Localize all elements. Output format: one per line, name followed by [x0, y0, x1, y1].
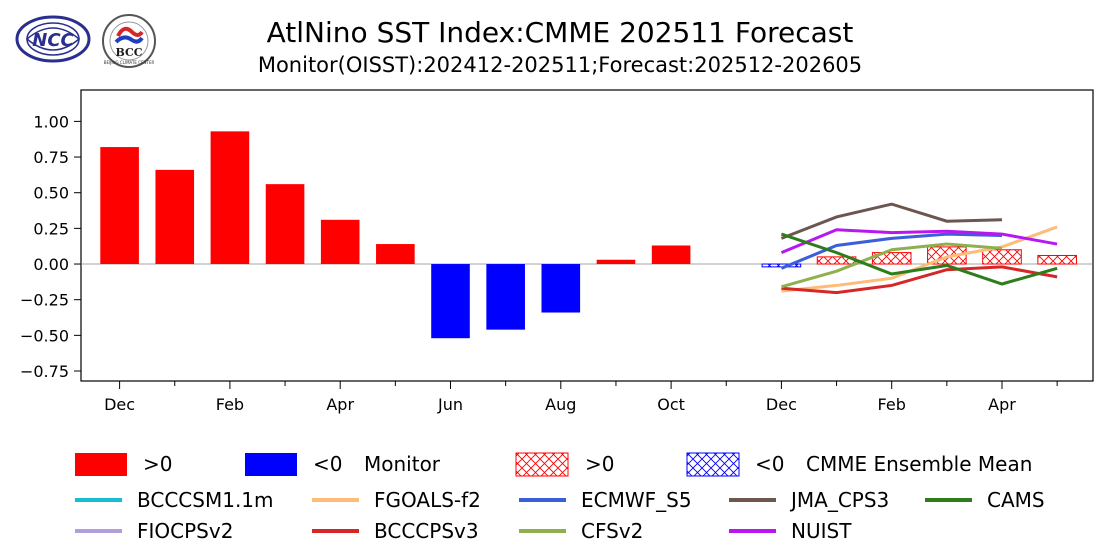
legend-label: ECMWF_S5 — [581, 488, 692, 512]
series-line-cfsv2 — [780, 242, 1003, 289]
bcc-logo-text: BCC — [115, 46, 142, 59]
ncc-logo-globe — [25, 27, 81, 51]
monitor-bar — [265, 184, 305, 265]
y-tick-label: 0.50 — [33, 184, 69, 203]
legend-label: >0 — [143, 452, 172, 476]
monitor-bar — [651, 245, 691, 265]
series-line-ecmwf_s5 — [780, 232, 1003, 270]
legend-swatch-monitor-pos — [75, 453, 127, 476]
series-line-fgoals-f2 — [781, 225, 1058, 293]
legend-label: CAMS — [987, 488, 1045, 512]
monitor-bar — [376, 244, 415, 265]
chart-subtitle: Monitor(OISST):202412-202511;Forecast:20… — [257, 53, 863, 77]
bcc-logo-blue-swirl — [114, 35, 144, 44]
monitor-bar — [541, 264, 581, 313]
chart-title: AtlNino SST Index:CMME 202511 Forecast — [266, 16, 854, 49]
monitor-bar — [210, 131, 250, 265]
bcc-logo-subtext: BEIJING CLIMATE CENTER — [104, 60, 155, 65]
legend-label: FIOCPSv2 — [137, 519, 233, 543]
lines-layer — [780, 202, 1058, 295]
bcc-logo-ring — [102, 14, 156, 68]
axis-layer: −0.75 −0.50 −0.25 0.00 0.25 0.50 0.75 1.00 Dec Fe… — [20, 112, 1058, 414]
x-tick-label: Apr — [326, 395, 354, 414]
x-tick-label: Aug — [545, 395, 576, 414]
series-line-bcccpsv3 — [781, 265, 1058, 295]
legend-label: JMA_CPS3 — [789, 488, 889, 512]
ensemble-mean-bar — [1037, 254, 1077, 265]
y-tick-label: 0.75 — [33, 148, 69, 167]
legend-label: <0 — [313, 452, 342, 476]
legend-label: >0 — [585, 452, 614, 476]
legend-swatch-ensemble-neg — [686, 452, 740, 477]
bars-layer — [81, 131, 1093, 339]
monitor-bar — [100, 147, 139, 265]
legend-label: CFSv2 — [581, 519, 643, 543]
x-tick-label: Jun — [437, 395, 463, 414]
y-tick-label: −0.25 — [20, 291, 69, 310]
legend-label: BCCCPSv3 — [374, 519, 479, 543]
x-tick-label: Apr — [988, 395, 1016, 414]
ncc-logo: NCC — [15, 15, 91, 63]
legend-label: BCCCSM1.1m — [137, 488, 274, 512]
monitor-bar — [596, 259, 636, 265]
bcc-logo-inner-ring — [109, 21, 149, 61]
x-tick-label: Feb — [878, 395, 906, 414]
bcc-logo: BCC BEIJING CLIMATE CENTER — [102, 14, 156, 68]
x-tick-label: Dec — [104, 395, 135, 414]
legend-label: CMME Ensemble Mean — [806, 452, 1032, 476]
monitor-bar — [320, 219, 360, 265]
ncc-logo-text: NCC — [32, 30, 74, 51]
y-tick-label: 0.00 — [33, 255, 69, 274]
monitor-bar — [155, 169, 195, 265]
ensemble-mean-bar — [761, 263, 802, 268]
y-tick-label: 1.00 — [33, 112, 69, 131]
legend-swatch-monitor-neg — [245, 453, 297, 476]
legend-label: NUIST — [791, 519, 852, 543]
series-line-cams — [780, 232, 1058, 286]
bcc-logo-red-swirl — [116, 26, 144, 37]
y-tick-label: −0.75 — [20, 362, 69, 381]
legend-label: Monitor — [364, 452, 441, 476]
x-tick-label: Oct — [657, 395, 685, 414]
ensemble-mean-bar — [982, 249, 1022, 265]
y-tick-label: 0.25 — [33, 219, 69, 238]
series-line-nuist — [780, 228, 1058, 255]
monitor-bar — [486, 264, 525, 330]
legend-swatch-ensemble-pos — [515, 452, 569, 477]
monitor-bar — [431, 264, 470, 339]
series-line-jma_cps3 — [780, 202, 1003, 240]
plot-area — [80, 89, 1094, 382]
y-tick-label: −0.50 — [20, 326, 69, 345]
legend-label: <0 — [755, 452, 784, 476]
legend-label: FGOALS-f2 — [374, 488, 481, 512]
x-tick-label: Feb — [216, 395, 244, 414]
legend: >0 <0 Monitor >0 <0 CMME Ensemble Mean BCCCSM1… — [75, 452, 1045, 543]
x-tick-label: Dec — [766, 395, 797, 414]
